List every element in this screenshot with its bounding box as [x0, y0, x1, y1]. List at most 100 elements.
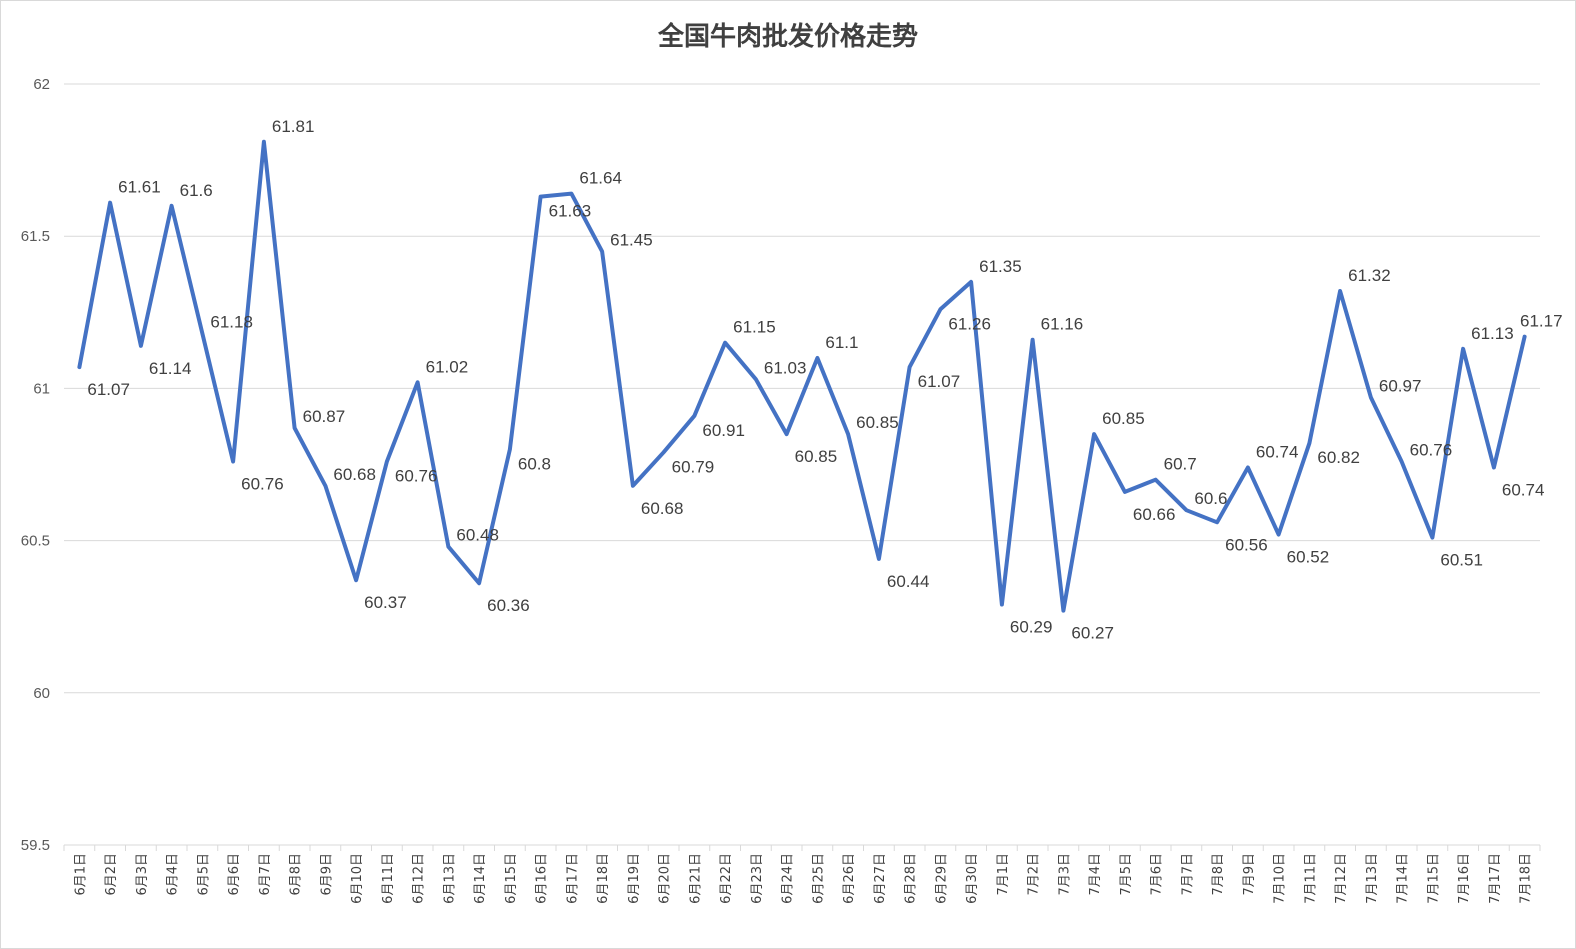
x-tick-label: 6月4日	[166, 853, 181, 896]
data-point	[662, 450, 666, 454]
y-tick-label: 60.5	[21, 533, 50, 550]
data-label: 60.68	[641, 499, 684, 518]
series-line	[77, 139, 1527, 613]
data-point	[1523, 335, 1527, 339]
data-point	[1061, 609, 1065, 613]
x-tick-label: 6月25日	[811, 853, 826, 904]
data-point	[416, 380, 420, 384]
data-point	[508, 447, 512, 451]
x-tick-label: 6月21日	[688, 853, 703, 904]
data-label: 61.07	[87, 380, 130, 399]
data-point	[1154, 478, 1158, 482]
data-label: 60.79	[672, 457, 715, 476]
data-label: 61.45	[610, 230, 653, 249]
x-tick-label: 6月17日	[565, 853, 580, 904]
x-tick-label: 6月16日	[535, 853, 550, 904]
x-tick-label: 6月12日	[412, 853, 427, 904]
x-tick-label: 7月14日	[1396, 853, 1411, 904]
x-tick-label: 7月13日	[1365, 853, 1380, 904]
data-label: 60.7	[1164, 455, 1197, 474]
x-tick-label: 6月3日	[135, 853, 150, 896]
data-point	[293, 426, 297, 430]
data-point	[815, 356, 819, 360]
data-label: 61.15	[733, 318, 776, 337]
data-label: 60.66	[1133, 505, 1176, 524]
data-point	[569, 192, 573, 196]
data-label: 60.82	[1317, 448, 1360, 467]
data-point	[262, 140, 266, 144]
data-point	[1338, 289, 1342, 293]
x-tick-label: 6月28日	[904, 853, 919, 904]
data-label: 61.26	[948, 314, 991, 333]
x-tick-label: 6月6日	[227, 853, 242, 896]
x-tick-label: 6月29日	[934, 853, 949, 904]
data-point	[1215, 520, 1219, 524]
data-label: 61.35	[979, 257, 1022, 276]
data-point	[231, 459, 235, 463]
y-tick-label: 61	[33, 380, 50, 397]
x-tick-label: 6月19日	[627, 853, 642, 904]
x-tick-label: 6月14日	[473, 853, 488, 904]
data-point	[1000, 603, 1004, 607]
x-tick-label: 6月2日	[104, 853, 119, 896]
x-tick-label: 6月30日	[965, 853, 980, 904]
y-tick-label: 60	[33, 685, 50, 702]
x-tick-label: 6月22日	[719, 853, 734, 904]
data-label: 60.91	[702, 421, 745, 440]
data-label: 61.63	[549, 202, 592, 221]
data-label: 61.32	[1348, 266, 1391, 285]
data-label: 61.02	[426, 357, 469, 376]
x-tick-label: 7月4日	[1088, 853, 1103, 896]
data-point	[539, 195, 543, 199]
data-label: 60.29	[1010, 618, 1053, 637]
data-point	[908, 365, 912, 369]
data-label: 60.56	[1225, 535, 1268, 554]
x-tick-label: 7月17日	[1488, 853, 1503, 904]
data-label: 61.81	[272, 117, 315, 136]
data-label: 60.68	[333, 465, 376, 484]
data-point	[77, 365, 81, 369]
y-tick-label: 59.5	[21, 837, 50, 854]
data-point	[723, 341, 727, 345]
x-tick-label: 7月5日	[1119, 853, 1134, 896]
data-point	[1246, 466, 1250, 470]
data-label: 61.07	[918, 372, 961, 391]
data-point	[1277, 533, 1281, 537]
x-tick-label: 6月8日	[289, 853, 304, 896]
x-tick-label: 6月11日	[381, 853, 396, 904]
data-label: 60.76	[241, 474, 284, 493]
data-label: 60.85	[795, 447, 838, 466]
chart-title: 全国牛肉批发价格走势	[657, 22, 918, 52]
x-tick-label: 6月26日	[842, 853, 857, 904]
data-point	[1369, 396, 1373, 400]
x-tick-label: 6月23日	[750, 853, 765, 904]
data-label: 60.74	[1502, 481, 1545, 500]
data-point	[1400, 459, 1404, 463]
data-point	[754, 377, 758, 381]
data-point	[938, 307, 942, 311]
data-point	[139, 344, 143, 348]
x-tick-label: 7月6日	[1150, 853, 1165, 896]
x-tick-label: 7月1日	[996, 853, 1011, 896]
data-point	[1492, 466, 1496, 470]
x-tick-label: 7月15日	[1426, 853, 1441, 904]
data-point	[446, 545, 450, 549]
x-tick-label: 6月24日	[781, 853, 796, 904]
x-tick-label: 7月12日	[1334, 853, 1349, 904]
data-point	[785, 432, 789, 436]
data-label: 60.76	[1410, 440, 1453, 459]
data-point	[323, 484, 327, 488]
data-point	[170, 204, 174, 208]
data-label: 61.6	[180, 181, 213, 200]
data-label: 60.74	[1256, 443, 1299, 462]
x-tick-label: 7月10日	[1273, 853, 1288, 904]
data-label: 60.97	[1379, 377, 1422, 396]
x-tick-label: 7月2日	[1027, 853, 1042, 896]
data-point	[600, 249, 604, 253]
data-point	[1092, 432, 1096, 436]
y-tick-label: 62	[33, 76, 50, 93]
x-tick-label: 6月9日	[319, 853, 334, 896]
data-label: 60.27	[1071, 624, 1114, 643]
data-point	[1461, 347, 1465, 351]
data-label: 60.85	[1102, 409, 1145, 428]
